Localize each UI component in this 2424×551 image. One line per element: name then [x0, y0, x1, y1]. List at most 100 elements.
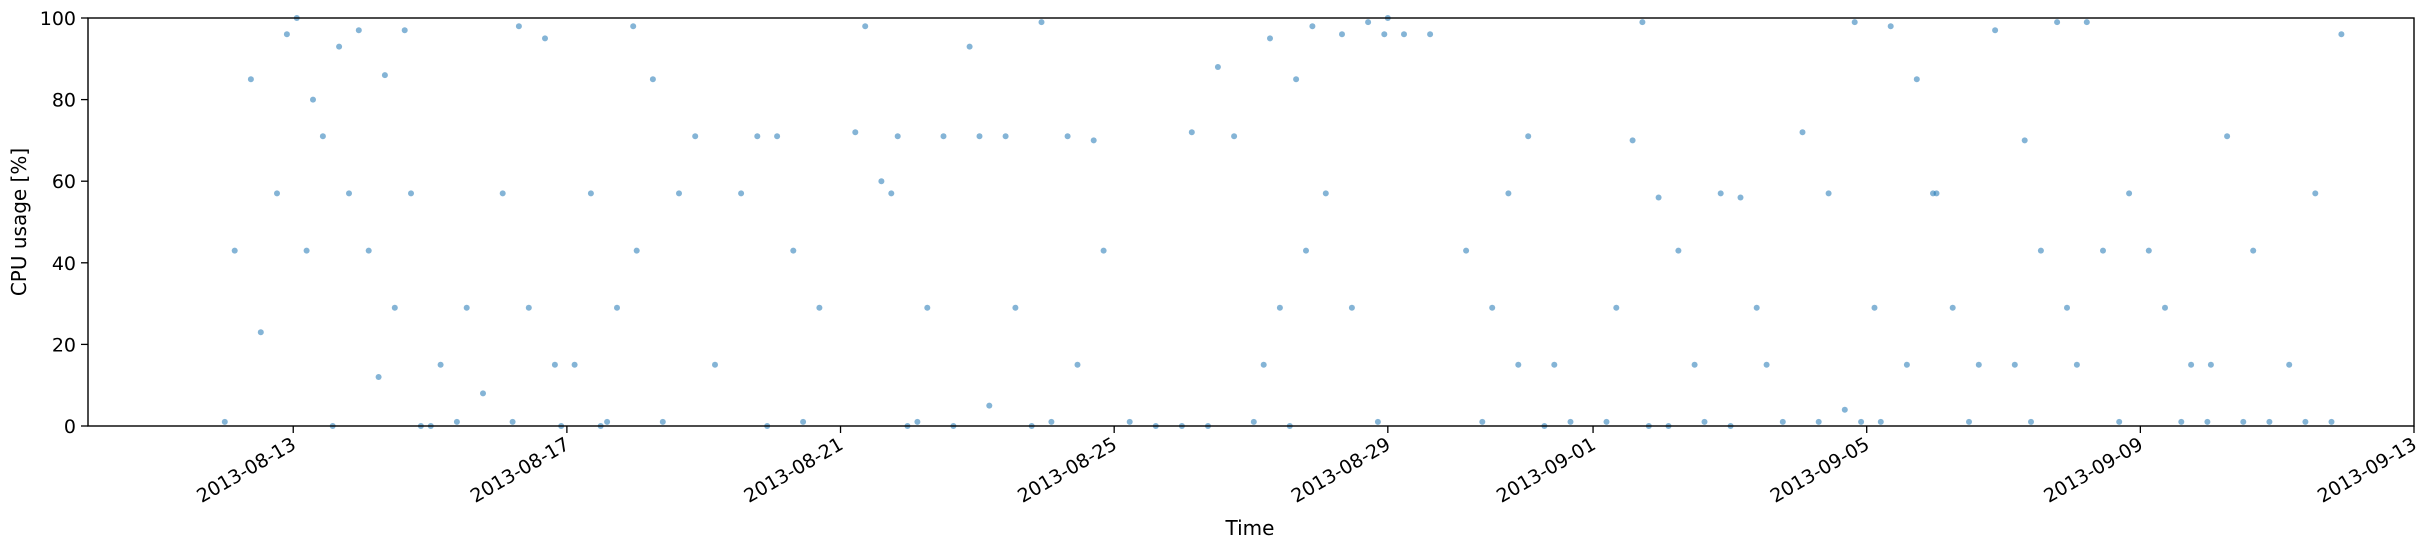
data-point — [247, 76, 254, 83]
data-point — [1992, 27, 1999, 34]
data-point — [630, 23, 637, 30]
x-tick-label: 2013-09-09 — [2040, 433, 2147, 507]
data-point — [1339, 31, 1345, 38]
data-point — [2100, 247, 2106, 254]
data-point — [692, 133, 699, 140]
data-point — [800, 418, 807, 425]
data-point — [310, 96, 316, 103]
x-tick-label: 2013-08-17 — [467, 433, 574, 507]
data-point — [2011, 361, 2018, 368]
data-point — [1250, 418, 1257, 425]
data-point — [542, 35, 548, 42]
plot-frame — [87, 17, 2415, 427]
data-point — [1675, 247, 1682, 254]
data-point — [2021, 137, 2028, 144]
data-point — [604, 418, 611, 425]
data-point — [816, 304, 823, 311]
data-point — [1401, 31, 1407, 38]
data-point — [659, 418, 666, 425]
data-point — [1322, 190, 1329, 197]
data-point — [1074, 361, 1081, 368]
data-point — [1903, 361, 1910, 368]
data-point — [274, 190, 280, 197]
data-point — [852, 129, 859, 136]
data-point — [940, 133, 947, 140]
data-point — [1064, 133, 1071, 140]
data-point — [614, 304, 620, 311]
data-point — [283, 31, 290, 38]
data-point — [346, 190, 352, 197]
data-point — [453, 418, 460, 425]
data-point — [1551, 361, 1558, 368]
data-point — [1381, 31, 1388, 38]
data-point — [1188, 129, 1195, 136]
data-point — [2145, 247, 2152, 254]
data-points — [221, 15, 2345, 429]
data-point — [2083, 19, 2090, 26]
x-axis: 2013-08-13 2013-08-17 2013-08-21 2013-08-25… — [193, 426, 2421, 508]
data-point — [1613, 304, 1620, 311]
y-tick-label: 100 — [40, 8, 76, 30]
data-point — [365, 247, 372, 254]
data-point — [1463, 247, 1470, 254]
data-point — [1525, 133, 1532, 140]
data-point — [1841, 406, 1848, 413]
data-point — [1267, 35, 1273, 42]
data-point — [2286, 361, 2293, 368]
data-point — [2240, 418, 2247, 425]
data-point — [1126, 418, 1133, 425]
data-point — [1002, 133, 1009, 140]
data-point — [1871, 304, 1878, 311]
data-point — [2116, 418, 2123, 425]
data-point — [319, 133, 326, 140]
data-point — [1489, 304, 1496, 311]
data-point — [1427, 31, 1434, 38]
data-point — [1090, 137, 1097, 144]
data-point — [924, 304, 931, 311]
data-point — [587, 190, 594, 197]
data-point — [1048, 418, 1055, 425]
data-point — [303, 247, 310, 254]
data-point — [1815, 418, 1822, 425]
data-point — [515, 23, 522, 30]
data-point — [1966, 418, 1972, 425]
data-point — [375, 374, 382, 380]
data-point — [649, 76, 656, 83]
data-point — [633, 247, 640, 254]
data-point — [2064, 304, 2070, 311]
data-point — [966, 43, 973, 50]
data-point — [1639, 19, 1646, 26]
data-point — [1717, 190, 1724, 197]
data-point — [2312, 190, 2319, 197]
data-point — [499, 190, 506, 197]
data-point — [391, 304, 398, 311]
data-point — [2073, 361, 2080, 368]
data-point — [2178, 418, 2185, 425]
data-point — [1012, 304, 1019, 311]
data-point — [1913, 76, 1920, 83]
data-point — [509, 418, 516, 425]
x-tick-label: 2013-08-13 — [193, 433, 300, 507]
data-point — [986, 402, 993, 409]
data-point — [1603, 418, 1610, 425]
data-point — [790, 247, 797, 254]
data-point — [2328, 418, 2335, 425]
data-point — [1779, 418, 1786, 425]
data-point — [878, 178, 885, 185]
data-point — [1825, 190, 1832, 197]
data-point — [712, 361, 718, 368]
data-point — [1276, 304, 1283, 311]
data-point — [1877, 418, 1884, 425]
data-point — [1975, 361, 1982, 368]
data-point — [862, 23, 869, 30]
data-point — [1348, 304, 1355, 311]
data-point — [1763, 361, 1770, 368]
data-point — [1505, 190, 1512, 197]
data-point — [1701, 418, 1708, 425]
data-point — [221, 418, 228, 425]
data-point — [1038, 19, 1045, 26]
data-point — [1887, 23, 1894, 30]
data-point — [1479, 418, 1486, 425]
data-point — [1214, 64, 1221, 70]
